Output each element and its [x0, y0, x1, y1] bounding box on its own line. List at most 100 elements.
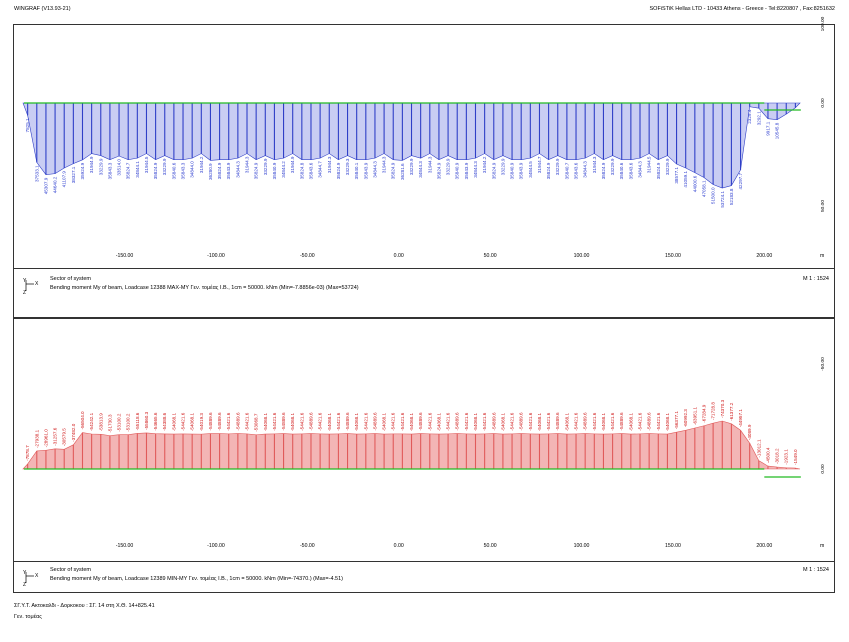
value-label: -54889.6 [217, 412, 222, 431]
svg-text:Y: Y [23, 278, 27, 284]
value-label: -54068.1 [190, 413, 195, 432]
value-label: 35840.9 [455, 162, 460, 179]
value-label: -54889.6 [519, 412, 524, 431]
value-label: -54421.6 [482, 412, 487, 431]
value-label: -54421.6 [272, 412, 277, 431]
value-label: -54421.6 [446, 412, 451, 431]
y-tick-label: 50.00 [820, 200, 826, 212]
value-label: 10545.8 [775, 122, 780, 139]
value-label: 35824.9 [436, 162, 441, 179]
x-tick-label: -150.00 [116, 253, 134, 259]
value-label: 35840.9 [510, 162, 515, 179]
value-label: 35843.9 [519, 162, 524, 179]
value-label: -56377.1 [674, 411, 679, 430]
value-label: -71728.8 [711, 402, 716, 421]
value-label: 37533.1 [34, 165, 39, 182]
value-label: 34844.3 [473, 161, 478, 178]
value-label: -53068.7 [254, 413, 259, 432]
value-label: 45307.9 [43, 177, 48, 194]
panel-info: Sector of system Bending moment My of be… [50, 275, 359, 293]
value-label: 33514.0 [117, 159, 122, 176]
svg-text:X: X [35, 573, 39, 579]
value-label: -51730.3 [107, 414, 112, 433]
x-tick-label: 200.00 [756, 543, 772, 549]
value-label: 33229.9 [409, 158, 414, 175]
value-label: 36280.9 [208, 163, 213, 180]
value-label: -54889.6 [235, 412, 240, 431]
value-label: -27938.1 [34, 429, 39, 448]
value-label: -54421.6 [510, 412, 515, 431]
value-label: 35824.9 [153, 162, 158, 179]
axis-symbol-icon: Y X Z [22, 568, 42, 588]
value-label: -54068.1 [263, 413, 268, 432]
value-label: -54068.1 [601, 413, 606, 432]
value-label: 31944.9 [290, 156, 295, 173]
value-label: 35824.9 [254, 162, 259, 179]
value-label: 35843.6 [574, 162, 579, 179]
value-label: -63951.1 [692, 406, 697, 425]
value-label: -54068.1 [537, 413, 542, 432]
value-label: 35824.8 [299, 162, 304, 179]
value-label: -53813.9 [98, 413, 103, 432]
value-label: 31944.2 [482, 156, 487, 173]
value-label: 34844.3 [372, 161, 377, 178]
value-label: -55860.3 [144, 411, 149, 430]
value-label: -54421.6 [528, 412, 533, 431]
value-label: -54068.1 [290, 413, 295, 432]
x-tick-label: -50.00 [300, 253, 315, 259]
value-label: -54068.1 [473, 413, 478, 432]
value-label: 34844.1 [135, 161, 140, 178]
value-label: -4089.9 [747, 424, 752, 440]
svg-text:Y: Y [23, 570, 27, 576]
x-axis-unit: m [820, 543, 824, 549]
x-tick-label: 100.00 [574, 253, 590, 259]
svg-text:Z: Z [23, 582, 26, 586]
footer-project-line: ΣΓ.Υ.Τ. Ακτοκαλδι - Δορκοκου : ΣΓ. 14 στ… [14, 603, 155, 609]
value-label: 44640.2 [53, 176, 58, 193]
value-label: -54421.6 [391, 412, 396, 431]
bottom-panel-frame [13, 318, 835, 593]
value-label: 35824.7 [126, 162, 131, 179]
value-label: -54889.6 [281, 412, 286, 431]
value-label: -54068.1 [500, 413, 505, 432]
value-label: -7878.7 [25, 445, 30, 461]
value-label: 3292.1 [756, 111, 761, 125]
value-label: -54421.6 [318, 412, 323, 431]
value-label: -54665.6 [153, 412, 158, 431]
x-tick-label: 0.00 [394, 543, 404, 549]
coordinate-axes-icon: Y X Z [23, 278, 39, 296]
value-label: 33229.9 [555, 158, 560, 175]
svg-text:Z: Z [23, 290, 26, 294]
value-label: 34844.3 [418, 161, 423, 178]
value-label: 35824.9 [491, 162, 496, 179]
value-label: 35840.6 [619, 162, 624, 179]
panel-description: Bending moment My of beam, Loadcase 1238… [50, 285, 359, 291]
x-tick-label: 0.00 [394, 253, 404, 259]
value-label: -54889.6 [555, 412, 560, 431]
value-label: -54889.6 [308, 412, 313, 431]
value-label: 35840.9 [272, 162, 277, 179]
value-label: 41059.1 [683, 171, 688, 188]
value-label: 33229.3 [345, 158, 350, 175]
x-tick-label: 50.00 [484, 543, 497, 549]
value-label: -54421.6 [245, 412, 250, 431]
value-label: 34844.0 [190, 161, 195, 178]
value-label: -54421.6 [226, 412, 231, 431]
x-tick-label: 150.00 [665, 543, 681, 549]
value-label: 31944.3 [327, 156, 332, 173]
value-label: -54019.3 [199, 413, 204, 432]
value-label: 33229.9 [665, 158, 670, 175]
value-label: 51500.0 [711, 187, 716, 204]
value-label: 34844.3 [235, 161, 240, 178]
value-label: 9917.1 [765, 121, 770, 135]
value-label: -54421.6 [592, 412, 597, 431]
value-label: 31944.5 [647, 156, 652, 173]
value-label: 31944.2 [199, 156, 204, 173]
value-label: -54889.6 [372, 412, 377, 431]
value-label: 53724.1 [720, 191, 725, 208]
value-label: -54889.6 [491, 412, 496, 431]
value-label: -54421.6 [546, 412, 551, 431]
value-label: -28961.0 [43, 429, 48, 448]
value-label: 35843.9 [363, 162, 368, 179]
value-label: 35824.9 [546, 162, 551, 179]
